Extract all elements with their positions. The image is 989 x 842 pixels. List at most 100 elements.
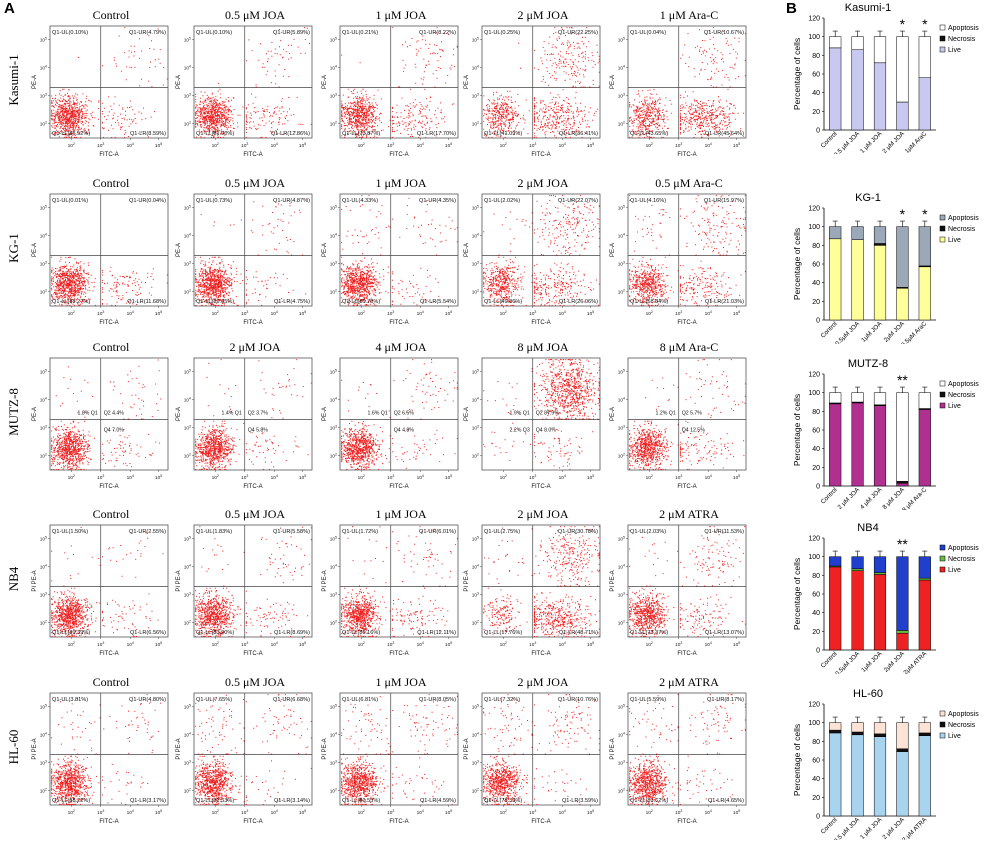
- bar-y-tick-label: 60: [812, 592, 820, 599]
- significance-star: **: [897, 536, 908, 552]
- x-tick-label: 103: [675, 809, 682, 816]
- x-tick-label: 105: [155, 809, 162, 816]
- y-axis-label: PE-A: [176, 243, 182, 257]
- bar-chart-svg: 0 20 40 60 80 100 120 Percentage of cells Contro…: [792, 206, 979, 345]
- quadrant-label-ll: Q1-LL(86.52%): [52, 131, 90, 137]
- bar-category-label: Control: [820, 486, 839, 505]
- quadrant-label-ul: Q1-UL(6.81%): [342, 697, 378, 703]
- scatter-points: [341, 359, 458, 470]
- scatter-dots: [341, 195, 458, 306]
- x-axis-label: FITC-A: [677, 651, 696, 657]
- x-tick-label: 105: [299, 641, 306, 648]
- quadrant-label-ul: Q1-UL(7.65%): [196, 697, 232, 703]
- flow-plot-1-0: Control Q1-UL(0.01%) Q1-UR(0.04%) Q1-LL(88.…: [30, 176, 172, 326]
- quadrant-label-lr: Q1-LR(21.03%): [705, 299, 744, 305]
- quadrant-label-lr: Q1-LR(36.41%): [559, 131, 598, 137]
- y-axis-label: PI PE-A: [610, 570, 616, 591]
- x-tick-label: 102: [646, 474, 653, 481]
- flow-plot-svg: 1.8% Q1 Q2 4.4% Q4 7.0% FITC-A PE-A 102 103 104…: [32, 357, 169, 490]
- quadrant-label-ll: Q1-LL(80.55%): [342, 798, 380, 804]
- flow-plot-2-3: 8 μM JOA 1.9% Q1 Q2 87.9% 2.2% Q3 Q4 8.0% FIT…: [462, 340, 604, 490]
- bar-segment-live: [829, 403, 842, 487]
- quadrant-label-ul: Q1-UL(2.03%): [630, 529, 666, 535]
- y-axis-label: PI PE-A: [464, 738, 470, 759]
- y-axis-label: PE-A: [322, 75, 328, 89]
- x-tick-label: 102: [500, 310, 507, 317]
- flow-plot-1-1: 0.5 μM JOA Q1-UL(0.73%) Q1-UR(4.87%) Q1-LL(…: [174, 176, 316, 326]
- y-axis-label: PE-A: [322, 243, 328, 257]
- quadrant-label-ur: Q1-UR(8.05%): [419, 697, 456, 703]
- x-tick-label: 103: [675, 641, 682, 648]
- quadrant-label-ll: Q1-LL(82.53%): [196, 798, 234, 804]
- x-axis-label: FITC-A: [243, 819, 262, 825]
- y-axis-label: PE-A: [464, 407, 470, 421]
- bar-chart-4: HL-60 0 20 40 60 80 100 120 Percentage of cells C…: [790, 688, 986, 840]
- bar-segment-apoptosis: [851, 392, 864, 403]
- quadrant-label-lr: Q1-LR(17.70%): [417, 131, 456, 137]
- quadrant-label-ul: Q1-UL(2.02%): [484, 198, 520, 204]
- row-label-3: NB4: [6, 566, 21, 592]
- flow-plot-title: 8 μM JOA: [517, 340, 569, 354]
- flow-plot-title: 1 μM JOA: [375, 507, 427, 521]
- x-tick-label: 104: [271, 310, 278, 317]
- bar-category-label: 0.5μM AraC: [900, 320, 929, 344]
- bar-y-tick-label: 0: [816, 484, 820, 491]
- legend-swatch-live: [939, 732, 946, 739]
- x-tick-label: 103: [387, 641, 394, 648]
- flow-plot-1-3: 2 μM JOA Q1-UL(2.02%) Q1-UR(22.07%) Q1-LL(4…: [462, 176, 604, 326]
- x-tick-label: 104: [271, 142, 278, 149]
- bar-segment-live: [851, 49, 864, 131]
- x-tick-label: 104: [127, 474, 134, 481]
- bar-y-tick-label: 100: [808, 720, 820, 727]
- x-axis-label: FITC-A: [531, 484, 550, 490]
- y-tick-label: 104: [618, 64, 625, 71]
- legend-swatch-apoptosis: [939, 544, 946, 551]
- x-tick-label: 105: [445, 641, 452, 648]
- bar-y-axis-label: Percentage of cells: [792, 724, 802, 796]
- x-tick-label: 102: [646, 142, 653, 149]
- bar-category-label: 0.5 μM JOA: [833, 816, 862, 840]
- bar-segment-live: [851, 734, 864, 817]
- flow-plot-3-1: 0.5 μM JOA Q1-UL(1.83%) Q1-UR(5.58%) Q1-LL(…: [174, 507, 316, 657]
- bar-y-axis-label: Percentage of cells: [792, 38, 802, 110]
- scatter-points: [483, 694, 600, 805]
- quadrant-label-lr: Q1-LR(12.11%): [417, 630, 456, 636]
- bar-y-axis-label: Percentage of cells: [792, 394, 802, 466]
- scatter-dots: [483, 694, 600, 805]
- bar-category-label: 4 μM JOA: [859, 486, 884, 510]
- row-label-2: MUTZ-8: [6, 388, 21, 436]
- legend-label-necrosis: Necrosis: [948, 556, 976, 563]
- y-tick-label: 102: [330, 787, 337, 794]
- quadrant-label-ul: Q1-UL(5.59%): [630, 697, 666, 703]
- bar-segment-apoptosis: [829, 722, 842, 731]
- bar-y-tick-label: 40: [812, 280, 820, 287]
- y-axis-label: PI PE-A: [610, 738, 616, 759]
- legend-label-necrosis: Necrosis: [948, 722, 976, 729]
- bar-segment-necrosis: [873, 572, 887, 575]
- y-axis-label: PI PE-A: [322, 738, 328, 759]
- quadrant-label-lr: Q4 5.8%: [248, 428, 269, 434]
- quadrant-label-ll: Q1-LL(81.62%): [630, 798, 668, 804]
- x-axis-label: FITC-A: [99, 152, 118, 158]
- bar-y-tick-label: 20: [812, 629, 820, 636]
- bar-segment-apoptosis: [873, 556, 887, 573]
- quadrant-label-ur: Q1-UR(0.04%): [129, 198, 166, 204]
- bar-y-tick-label: 80: [812, 739, 820, 746]
- bar-chart-title: MUTZ-8: [847, 358, 889, 370]
- legend-label-apoptosis: Apoptosis: [948, 381, 979, 388]
- bar-y-tick-label: 20: [812, 795, 820, 802]
- y-tick-label: 103: [618, 424, 625, 431]
- row-label-1: KG-1: [6, 233, 21, 263]
- y-tick-label: 102: [40, 288, 47, 295]
- quadrant-label-ur: Q1-UR(4.80%): [129, 697, 166, 703]
- bar-y-tick-label: 100: [808, 390, 820, 397]
- x-tick-label: 103: [387, 474, 394, 481]
- x-tick-label: 103: [241, 809, 248, 816]
- x-axis-label: FITC-A: [99, 819, 118, 825]
- flow-plot-svg: Q1-UL(1.50%) Q1-UR(2.55%) Q1-LL(89.39%) Q1-…: [32, 524, 169, 657]
- bar-category-label: 8 μM Ara-C: [901, 486, 929, 510]
- quadrant-label-ur: Q1-UR(30.78%): [558, 529, 598, 535]
- flow-plot-title: 8 μM Ara-C: [659, 340, 719, 354]
- x-tick-label: 103: [97, 809, 104, 816]
- x-tick-label: 105: [587, 809, 594, 816]
